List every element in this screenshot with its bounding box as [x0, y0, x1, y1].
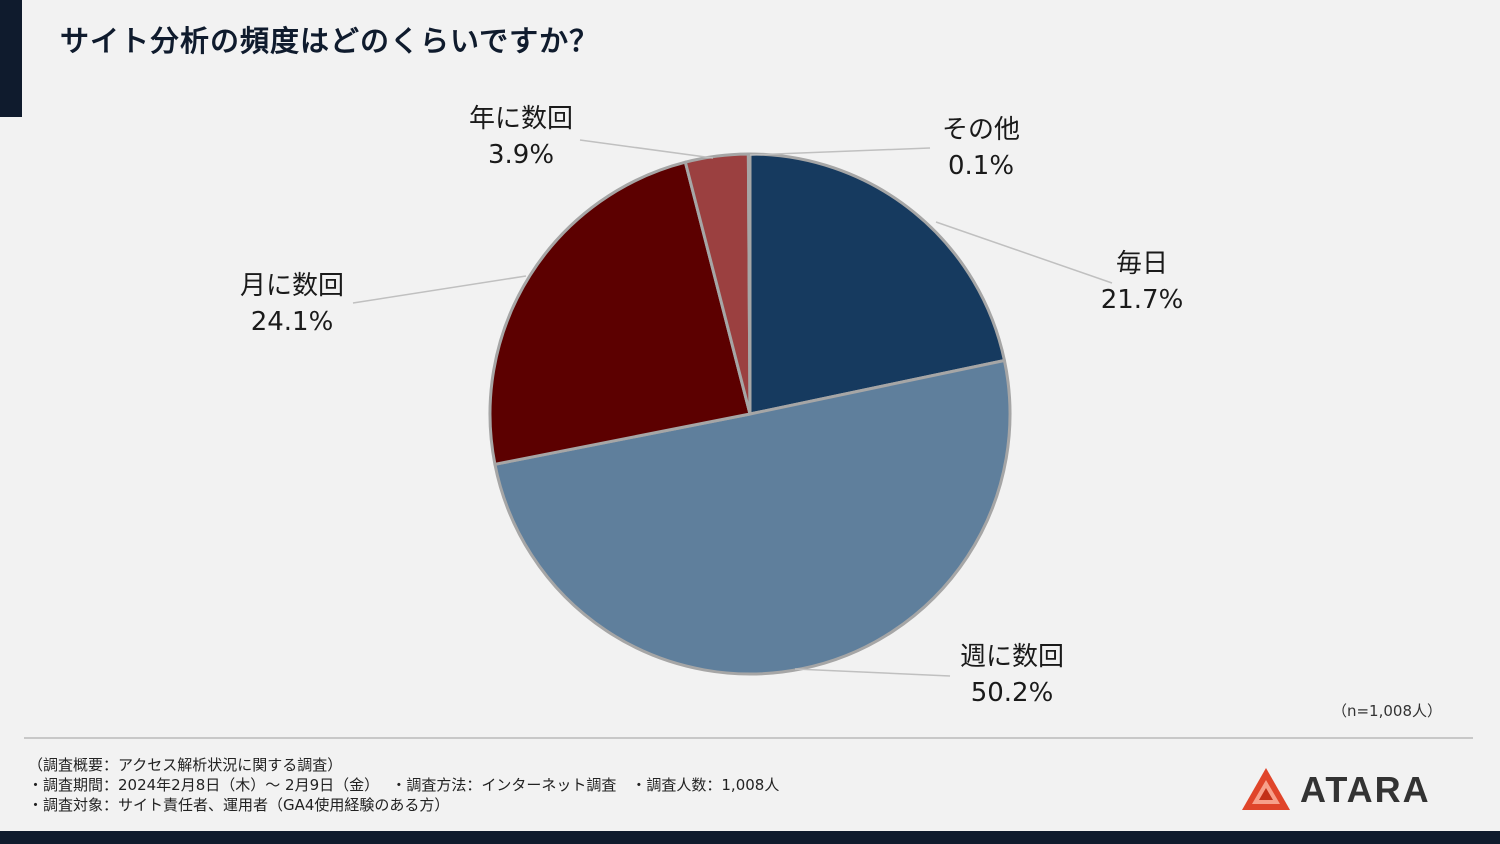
slice-value-weekly: 50.2%	[971, 678, 1054, 708]
pie-slice-monthly	[488, 160, 752, 466]
pie-slice-daily	[748, 152, 1006, 416]
survey-period-method-count: ・調査期間：2024年2月8日（木）～ 2月9日（金） ・調査方法：インターネッ…	[28, 776, 780, 794]
slice-label-monthly: 月に数回	[240, 271, 344, 301]
logo-text: ATARA	[1300, 769, 1431, 810]
bottom-bar	[0, 831, 1500, 844]
sample-size-note: （n=1,008人）	[1331, 702, 1442, 720]
leader-line-weekly	[794, 668, 951, 677]
atara-logo-icon	[1242, 768, 1290, 810]
slice-label-daily: 毎日	[1116, 249, 1168, 279]
slice-value-daily: 21.7%	[1101, 285, 1184, 315]
survey-target: ・調査対象：サイト責任者、運用者（GA4使用経験のある方）	[28, 796, 450, 814]
slice-value-yearly: 3.9%	[488, 140, 554, 170]
atara-logo: ATARA	[1240, 766, 1431, 814]
slice-label-weekly: 週に数回	[960, 642, 1064, 672]
slice-value-monthly: 24.1%	[251, 307, 334, 337]
slice-value-other: 0.1%	[948, 151, 1014, 181]
footer-divider	[24, 737, 1473, 739]
pie-chart: 毎日 21.7% 週に数回 50.2% 月に数回 24.1% 年に数回 3.9% その他 0.1%	[240, 104, 1184, 708]
pie-slice-other	[746, 152, 752, 416]
left-accent-bar	[0, 0, 22, 117]
leader-line-yearly	[579, 139, 714, 159]
leader-line-monthly	[352, 275, 527, 304]
slice-label-other: その他	[942, 115, 1020, 145]
slice-label-yearly: 年に数回	[469, 104, 573, 134]
survey-notes: （調査概要：アクセス解析状況に関する調査） ・調査期間：2024年2月8日（木）…	[28, 755, 779, 815]
survey-overview: （調査概要：アクセス解析状況に関する調査）	[28, 756, 343, 774]
leader-line-daily	[935, 221, 1113, 284]
leader-line-other	[749, 147, 931, 156]
page-title: サイト分析の頻度はどのくらいですか？	[60, 24, 600, 58]
